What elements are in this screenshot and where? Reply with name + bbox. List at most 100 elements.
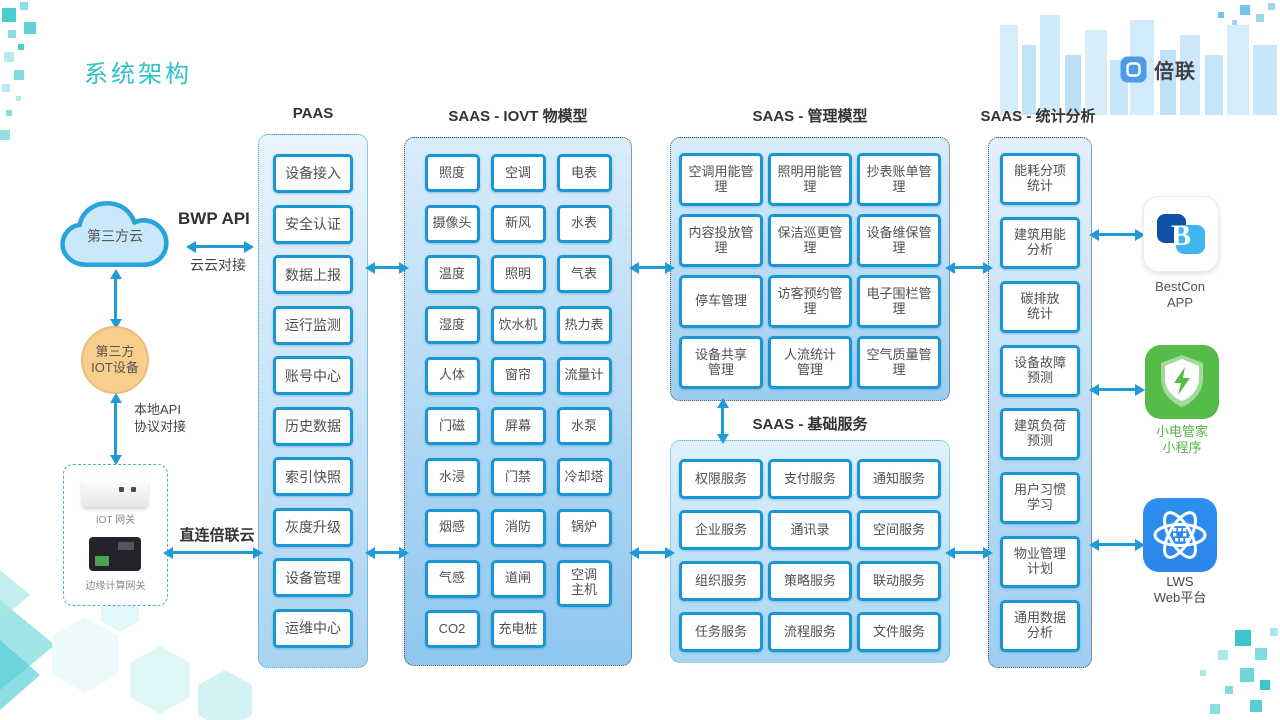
base-box: 组织服务 bbox=[679, 561, 763, 601]
mgmt-box: 空调用能管理 bbox=[679, 153, 763, 206]
iovt-box: 水泵 bbox=[556, 407, 612, 446]
lws-web-label: LWS Web平台 bbox=[1153, 574, 1207, 605]
iot-gateway-label: IOT 网关 bbox=[95, 515, 136, 526]
stats-panel: 能耗分项 统计 建筑用能 分析 碳排放 统计 设备故障 预测 建筑负荷 预测 用… bbox=[988, 137, 1092, 668]
stats-box: 设备故障 预测 bbox=[1000, 344, 1080, 397]
direct-link-label: 直连倍联云 bbox=[179, 527, 255, 544]
base-box: 通讯录 bbox=[768, 510, 852, 550]
base-box: 联动服务 bbox=[857, 561, 941, 601]
iovt-box: 热力表 bbox=[556, 306, 612, 345]
mgmt-box: 照明用能管理 bbox=[768, 153, 852, 206]
stats-box: 建筑用能 分析 bbox=[1000, 216, 1080, 269]
iovt-box: 道闸 bbox=[490, 559, 546, 598]
iovt-box: 消防 bbox=[490, 508, 546, 547]
base-header: SAAS - 基础服务 bbox=[752, 416, 868, 433]
arrow-mgmt-stats bbox=[954, 266, 984, 269]
third-party-iot-device: 第三方 IOT设备 bbox=[81, 326, 149, 394]
iovt-box: 电表 bbox=[556, 154, 612, 192]
pixel-decoration-top-left bbox=[0, 2, 36, 140]
base-box: 策略服务 bbox=[768, 561, 852, 601]
mgmt-box: 空气质量管理 bbox=[857, 336, 941, 389]
iovt-box: 窗帘 bbox=[490, 356, 546, 395]
mgmt-box: 停车管理 bbox=[679, 275, 763, 328]
mgmt-box: 保洁巡更管理 bbox=[768, 214, 852, 267]
third-party-cloud-icon bbox=[58, 196, 172, 272]
mini-program-icon bbox=[1145, 345, 1219, 419]
iot-gateway-image bbox=[82, 479, 148, 507]
iovt-box: 空调 bbox=[490, 154, 546, 192]
stats-box: 物业管理 计划 bbox=[1000, 536, 1080, 589]
iovt-box: 屏幕 bbox=[490, 407, 546, 446]
brand-name: 倍联 bbox=[1154, 61, 1196, 83]
paas-header: PAAS bbox=[292, 105, 334, 122]
arrow-gateway-paas bbox=[172, 551, 254, 554]
base-box: 流程服务 bbox=[768, 612, 852, 652]
iovt-box: 流量计 bbox=[556, 356, 612, 395]
bwp-api-label: BWP API bbox=[178, 209, 250, 228]
iovt-box: CO2 bbox=[424, 610, 480, 649]
stats-box: 用户习惯 学习 bbox=[1000, 472, 1080, 525]
paas-box: 数据上报 bbox=[273, 255, 353, 295]
paas-panel: 设备接入 安全认证 数据上报 运行监测 账号中心 历史数据 索引快照 灰度升级 … bbox=[258, 134, 368, 668]
stats-box: 碳排放 统计 bbox=[1000, 280, 1080, 333]
stats-box: 通用数据 分析 bbox=[1000, 599, 1080, 652]
hexagon-decoration-bottom-left bbox=[0, 570, 252, 720]
iovt-box: 人体 bbox=[424, 356, 480, 395]
mgmt-box: 访客预约管理 bbox=[768, 275, 852, 328]
iovt-box: 饮水机 bbox=[490, 306, 546, 345]
iovt-box: 新风 bbox=[490, 204, 546, 243]
bestcon-app-label: BestCon APP bbox=[1155, 279, 1205, 310]
iovt-box: 气表 bbox=[556, 255, 612, 294]
iovt-panel: 照度 空调 电表 摄像头 新风 水表 温度 照明 气表 湿度 饮水机 热力表 人… bbox=[404, 137, 632, 666]
mgmt-box: 人流统计 管理 bbox=[768, 336, 852, 389]
iovt-box: 湿度 bbox=[424, 306, 480, 345]
paas-box: 索引快照 bbox=[273, 457, 353, 497]
base-panel: 权限服务 支付服务 通知服务 企业服务 通讯录 空间服务 组织服务 策略服务 联… bbox=[670, 440, 950, 663]
arrow-stats-mini bbox=[1098, 388, 1136, 391]
iovt-box: 门磁 bbox=[424, 407, 480, 446]
iovt-box: 气感 bbox=[424, 559, 480, 598]
iovt-box: 照度 bbox=[424, 154, 480, 192]
stats-box: 能耗分项 统计 bbox=[1000, 153, 1080, 205]
arrow-base-stats bbox=[954, 551, 984, 554]
base-box: 任务服务 bbox=[679, 612, 763, 652]
iovt-box: 烟感 bbox=[424, 508, 480, 547]
paas-box: 安全认证 bbox=[273, 204, 353, 244]
iovt-box: 冷却塔 bbox=[556, 458, 612, 497]
paas-box: 账号中心 bbox=[273, 356, 353, 396]
edge-gateway-image bbox=[89, 537, 141, 571]
mgmt-box: 电子围栏管理 bbox=[857, 275, 941, 328]
bestcon-app-icon: B bbox=[1143, 196, 1219, 272]
iovt-box: 温度 bbox=[424, 255, 480, 294]
iovt-header: SAAS - IOVT 物模型 bbox=[448, 108, 588, 125]
stats-header: SAAS - 统计分析 bbox=[980, 108, 1096, 125]
arrow-paas-iovt-bottom bbox=[374, 551, 400, 554]
arrow-mgmt-base bbox=[721, 407, 724, 435]
arrow-iovt-base bbox=[638, 551, 666, 554]
mgmt-panel: 空调用能管理 照明用能管理 抄表账单管理 内容投放管理 保洁巡更管理 设备维保管… bbox=[670, 137, 950, 401]
mgmt-box: 抄表账单管理 bbox=[857, 153, 941, 206]
paas-box: 运行监测 bbox=[273, 305, 353, 345]
paas-box: 灰度升级 bbox=[273, 507, 353, 547]
mgmt-header: SAAS - 管理模型 bbox=[752, 108, 868, 125]
mgmt-box: 设备维保管理 bbox=[857, 214, 941, 267]
iovt-box: 摄像头 bbox=[424, 204, 480, 243]
lws-web-icon bbox=[1143, 498, 1217, 572]
brand-logo: 倍联 bbox=[1120, 55, 1196, 84]
pixel-decoration-bottom-right bbox=[1200, 628, 1278, 714]
arrow-paas-iovt-top bbox=[374, 266, 400, 269]
base-box: 通知服务 bbox=[857, 459, 941, 499]
arrow-stats-bestcon bbox=[1098, 233, 1136, 236]
page-title: 系统架构 bbox=[84, 61, 192, 88]
paas-box: 设备管理 bbox=[273, 558, 353, 598]
paas-box: 运维中心 bbox=[273, 608, 353, 648]
arrow-iovt-mgmt bbox=[638, 266, 666, 269]
city-skyline-decoration-top-right bbox=[1000, 3, 1277, 115]
iovt-box: 照明 bbox=[490, 255, 546, 294]
mini-program-label: 小电管家 小程序 bbox=[1155, 424, 1208, 455]
beilian-logo-icon bbox=[1120, 56, 1147, 83]
paas-box: 历史数据 bbox=[273, 406, 353, 446]
svg-text:B: B bbox=[1171, 219, 1191, 252]
iovt-box: 水浸 bbox=[424, 458, 480, 497]
arrow-device-gateway bbox=[114, 402, 117, 456]
